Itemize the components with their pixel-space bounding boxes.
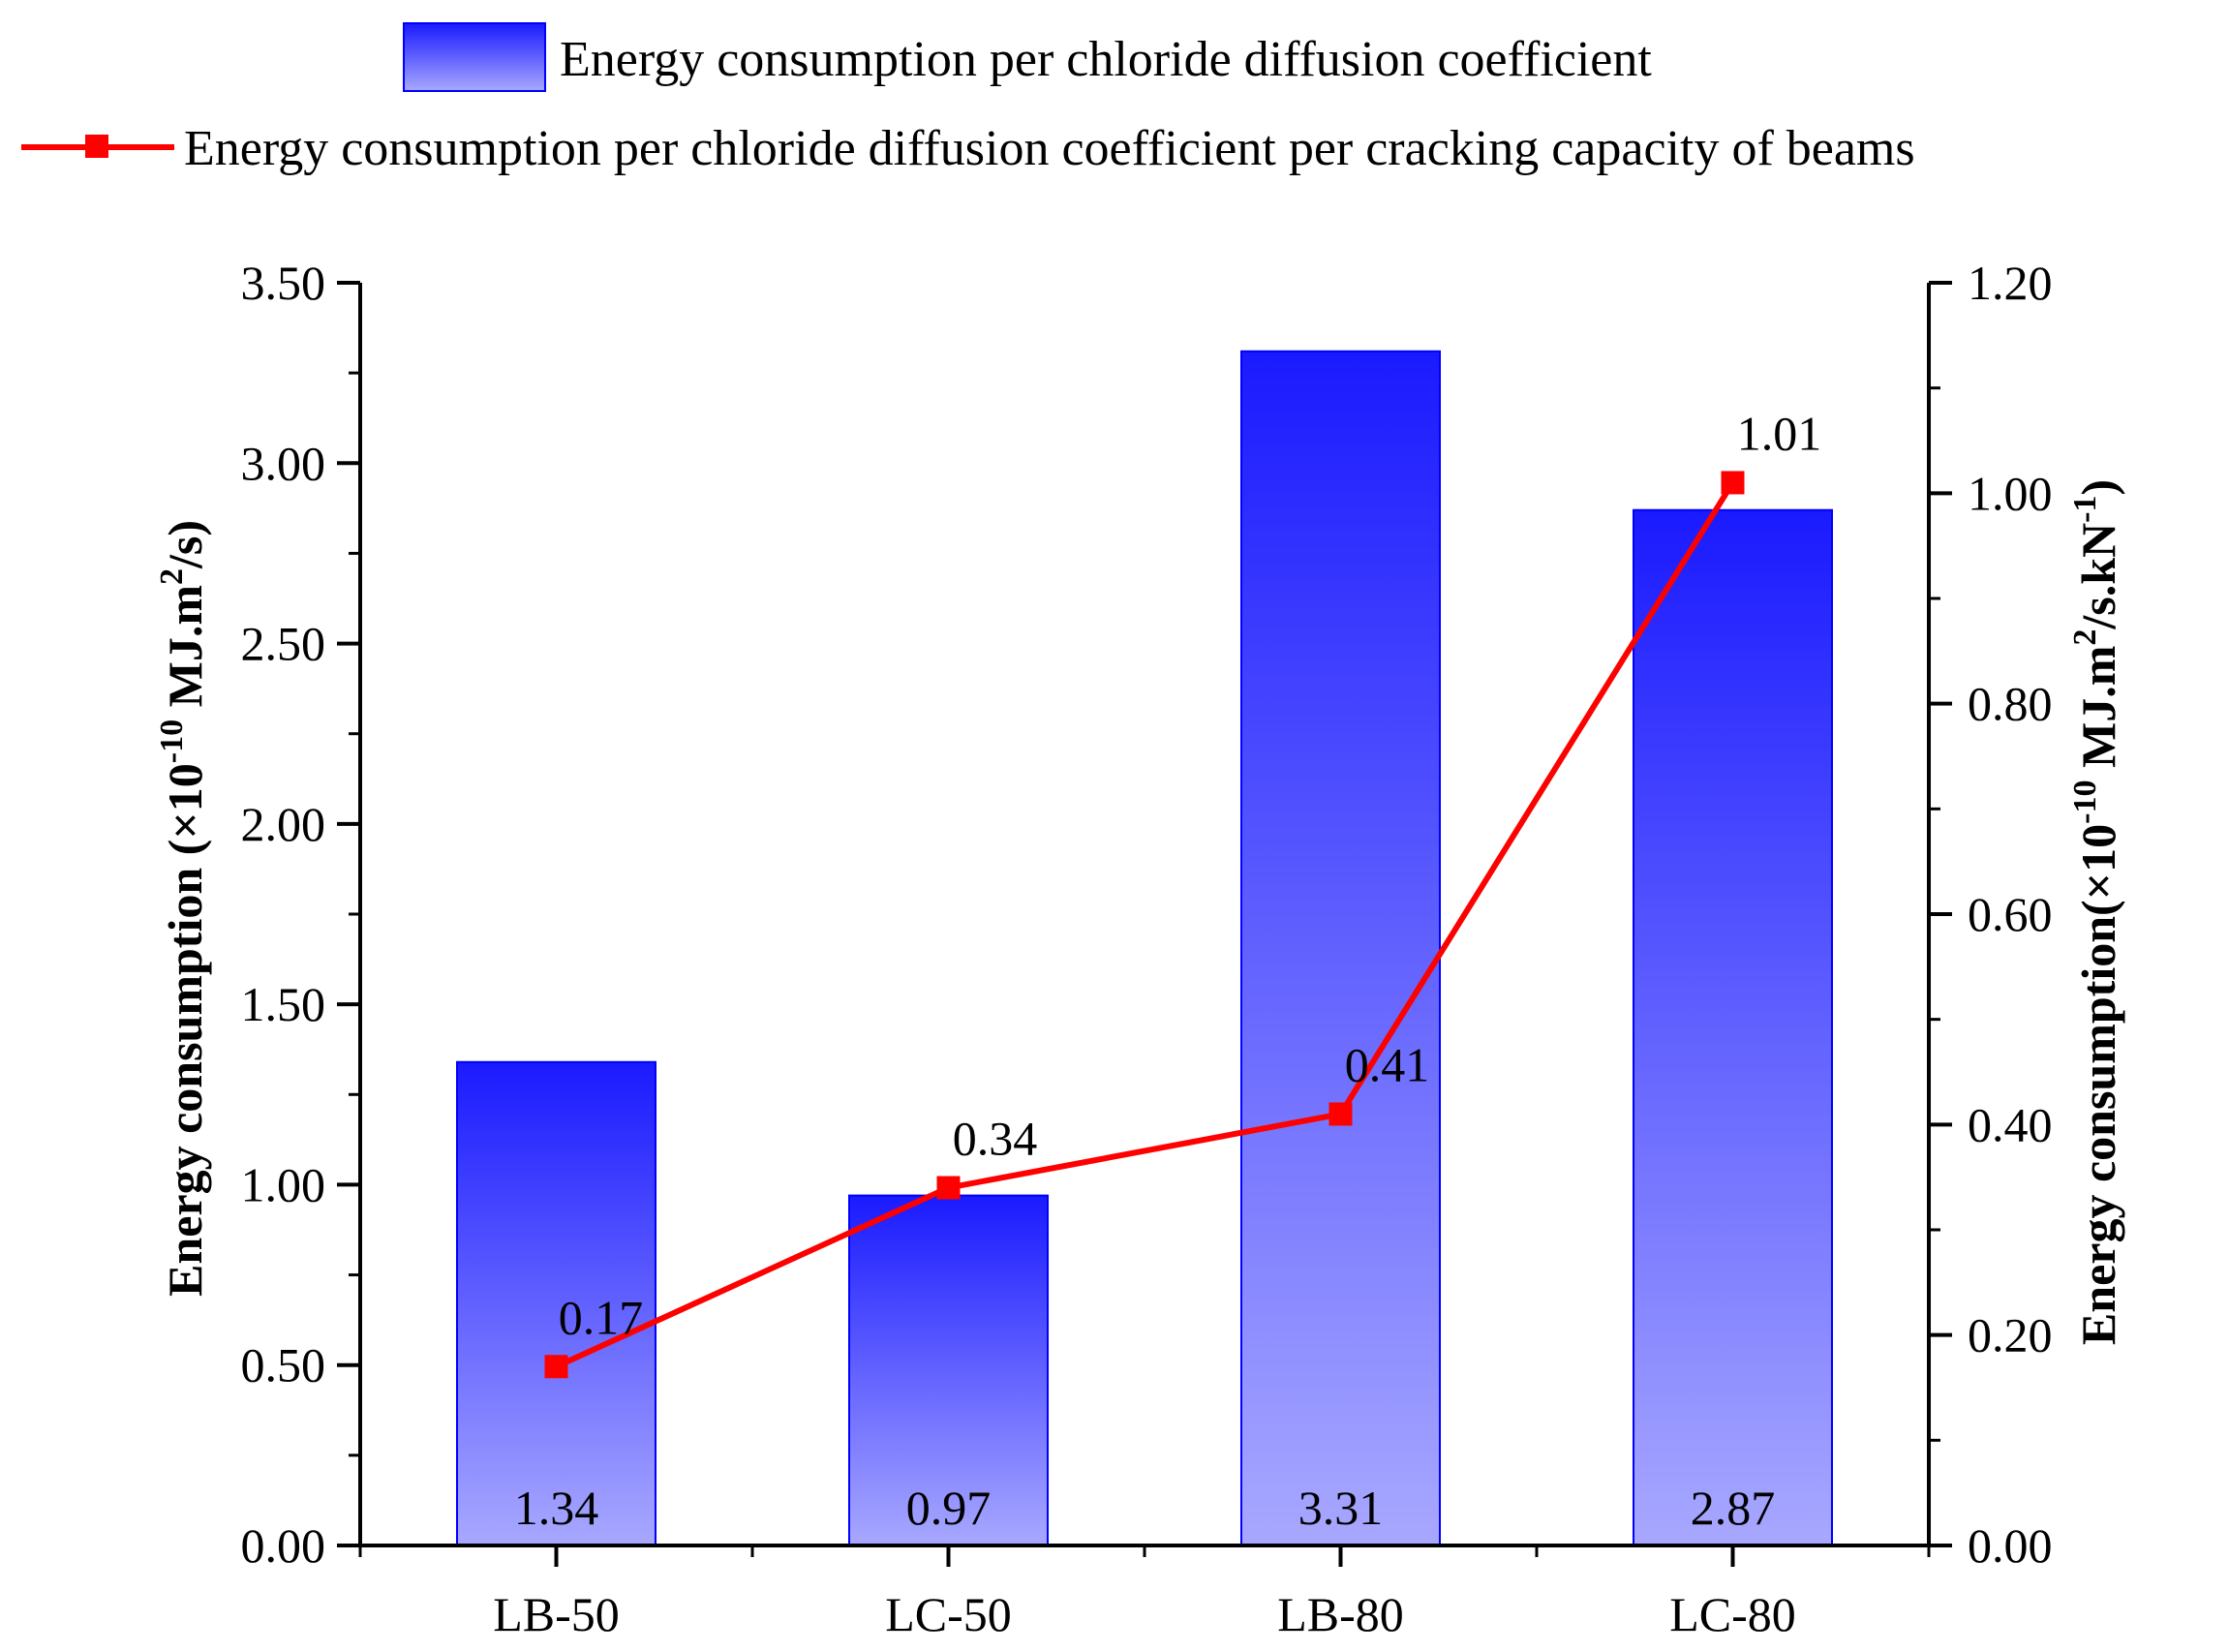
line-marker-LB-80 bbox=[1328, 1102, 1353, 1126]
y-left-tick-label: 1.00 bbox=[241, 1157, 326, 1211]
y-left-tick-label: 1.50 bbox=[241, 977, 326, 1031]
bar-series: 1.34 0.97 3.31 2.87 bbox=[456, 350, 1833, 1546]
x-tick-label-LB-50: LB-50 bbox=[493, 1587, 620, 1641]
line-series: 0.17 0.34 0.41 1.01 bbox=[544, 406, 1822, 1379]
bar-value-label: 3.31 bbox=[1298, 1481, 1384, 1535]
svg-text:Energy consumption(×10-10 MJ.m: Energy consumption(×10-10 MJ.m2/s.kN-1) bbox=[2067, 479, 2125, 1345]
y-left-tick-label: 2.00 bbox=[241, 797, 326, 851]
y-right-tick-label: 0.00 bbox=[1968, 1518, 2053, 1573]
y-right-tick-label: 1.00 bbox=[1968, 466, 2053, 520]
y-left-tick-label: 0.00 bbox=[241, 1518, 326, 1573]
x-tick-label-LB-80: LB-80 bbox=[1277, 1587, 1404, 1641]
bar-value-label: 1.34 bbox=[514, 1481, 599, 1535]
x-tick-label-LC-80: LC-80 bbox=[1669, 1587, 1796, 1641]
legend-line-label: Energy consumption per chloride diffusio… bbox=[184, 121, 1915, 176]
legend-bar-swatch bbox=[403, 22, 546, 92]
line-value-label: 0.17 bbox=[559, 1290, 644, 1344]
y-right-tick-label: 0.40 bbox=[1968, 1097, 2053, 1151]
bar-LC-80 bbox=[1633, 508, 1833, 1546]
line-value-label: 1.01 bbox=[1737, 406, 1822, 460]
legend-bar-label: Energy consumption per chloride diffusio… bbox=[560, 32, 1652, 87]
y-right-tick-label: 0.80 bbox=[1968, 677, 2053, 731]
y-right-tick-label: 0.20 bbox=[1968, 1308, 2053, 1362]
y-right-tick-label: 0.60 bbox=[1968, 887, 2053, 941]
legend-line-marker bbox=[85, 135, 108, 158]
y-left-tick-label: 3.00 bbox=[241, 436, 326, 490]
y-axis-left-label: Energy consumption (×10-10 MJ.m2/s) bbox=[154, 520, 212, 1297]
line-marker-LC-80 bbox=[1721, 471, 1745, 495]
y-left-tick-label: 0.50 bbox=[241, 1338, 326, 1392]
bar-LB-80 bbox=[1240, 350, 1441, 1546]
bar-LC-50 bbox=[848, 1194, 1049, 1546]
legend: Energy consumption per chloride diffusio… bbox=[21, 22, 1915, 176]
y-left-tick-label: 3.50 bbox=[241, 256, 326, 310]
svg-text:Energy consumption (×10-10 MJ.: Energy consumption (×10-10 MJ.m2/s) bbox=[154, 520, 212, 1297]
line-value-label: 0.34 bbox=[953, 1112, 1038, 1166]
line-value-label: 0.41 bbox=[1345, 1037, 1430, 1091]
line-marker-LC-50 bbox=[936, 1176, 961, 1200]
x-tick-label-LC-50: LC-50 bbox=[885, 1587, 1012, 1641]
line-marker-LB-50 bbox=[544, 1355, 568, 1379]
bar-value-label: 2.87 bbox=[1691, 1481, 1776, 1535]
bar-value-label: 0.97 bbox=[906, 1481, 992, 1535]
y-left-tick-label: 2.50 bbox=[241, 617, 326, 671]
axes: 0.00 0.50 1.00 1.50 2.00 2.50 3.00 3.50 0.00 0.20… bbox=[241, 256, 2053, 1641]
y-right-tick-label: 1.20 bbox=[1968, 256, 2053, 310]
line-path bbox=[555, 480, 1736, 1369]
y-axis-right-label: Energy consumption(×10-10 MJ.m2/s.kN-1) bbox=[2067, 479, 2125, 1345]
